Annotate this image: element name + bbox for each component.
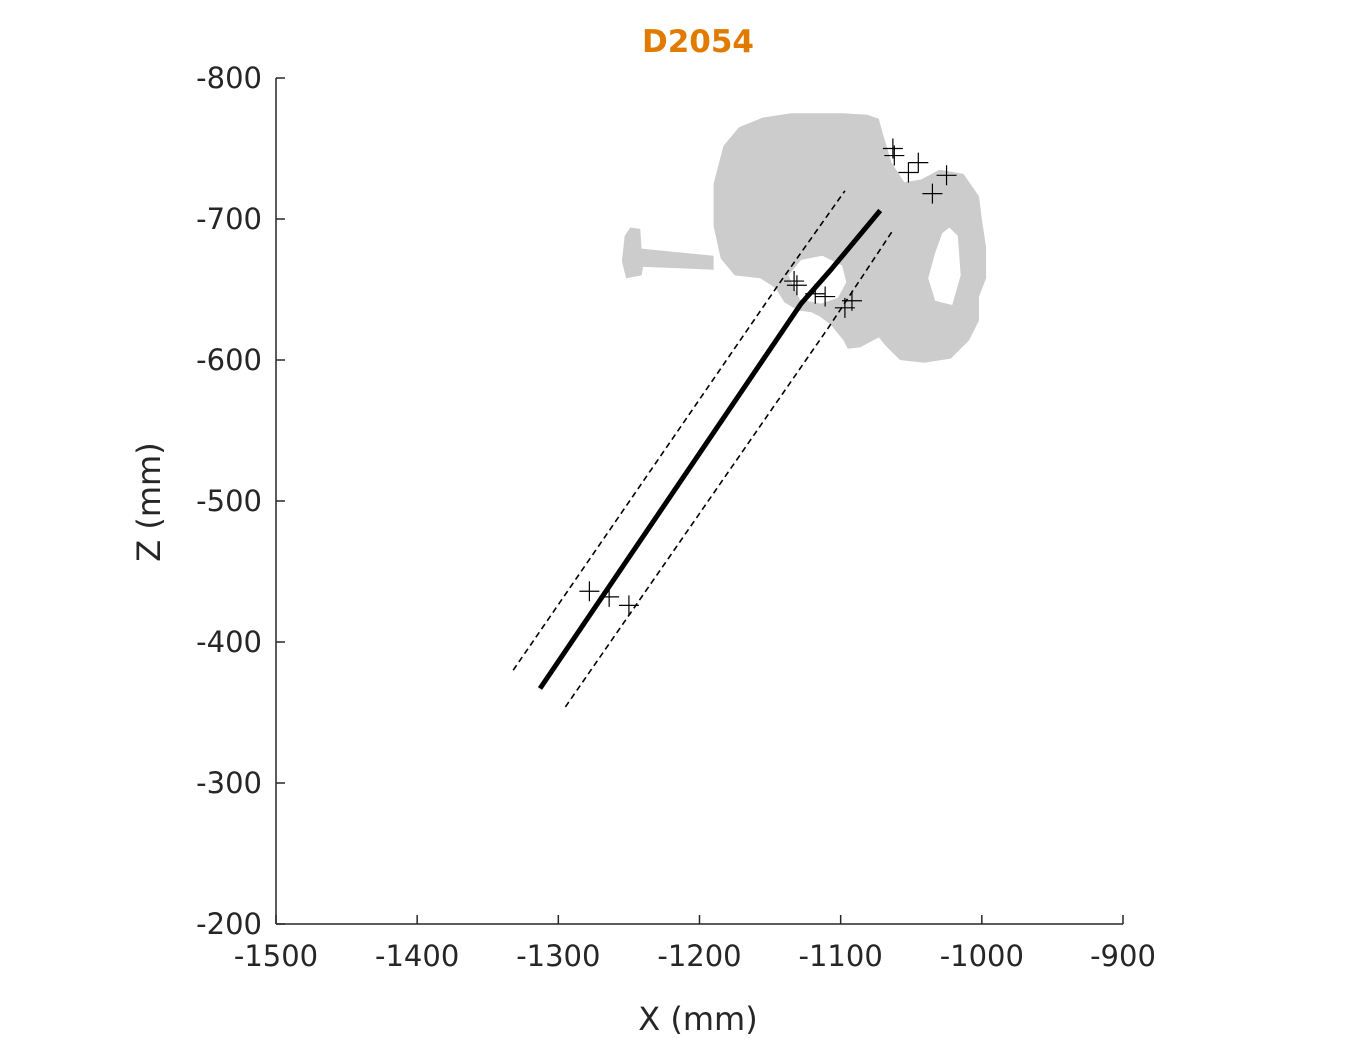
plus-marker	[922, 183, 943, 204]
x-ticks: -1500 -1400 -1300 -1200 -1100 -1000 -900	[234, 915, 1156, 973]
plus-marker	[815, 286, 836, 307]
plus-marker	[936, 165, 957, 186]
series-layer	[512, 190, 894, 708]
y-tick-label: -600	[196, 343, 262, 377]
dashed-line	[512, 190, 846, 671]
y-tick-label: -500	[196, 484, 262, 518]
plus-marker	[805, 283, 826, 304]
plus-marker	[579, 581, 600, 602]
bone-layer	[621, 113, 987, 363]
y-axis-label: Z (mm)	[130, 442, 168, 561]
x-tick-label: -900	[1090, 939, 1156, 973]
y-tick-label: -400	[196, 625, 262, 659]
y-tick-label: -800	[196, 61, 262, 95]
plus-marker	[599, 586, 620, 607]
plus-marker	[841, 290, 862, 311]
x-tick-label: -1500	[234, 939, 318, 973]
y-tick-label: -200	[196, 907, 262, 941]
x-tick-label: -1400	[375, 939, 459, 973]
plus-marker	[786, 275, 807, 296]
x-axis-label: X (mm)	[638, 1000, 757, 1038]
plus-marker	[618, 595, 639, 616]
x-tick-label: -1300	[516, 939, 600, 973]
plus-marker	[884, 145, 905, 166]
y-ticks: -800 -700 -600 -500 -400 -300 -200	[196, 61, 285, 941]
y-tick-label: -300	[196, 766, 262, 800]
bone-outline	[713, 113, 987, 363]
chart-title: D2054	[642, 24, 754, 60]
dashed-line	[564, 229, 894, 708]
plus-marker	[898, 162, 919, 183]
plus-marker	[784, 271, 805, 292]
plus-marker	[908, 152, 929, 173]
bone-hole	[928, 227, 961, 305]
bone-appendage	[621, 227, 714, 279]
x-tick-label: -1100	[799, 939, 883, 973]
x-tick-label: -1000	[940, 939, 1024, 973]
y-tick-label: -700	[196, 202, 262, 236]
marker-layer	[579, 138, 957, 616]
x-tick-label: -1200	[657, 939, 741, 973]
main-line	[537, 208, 883, 690]
axes	[275, 78, 1123, 925]
